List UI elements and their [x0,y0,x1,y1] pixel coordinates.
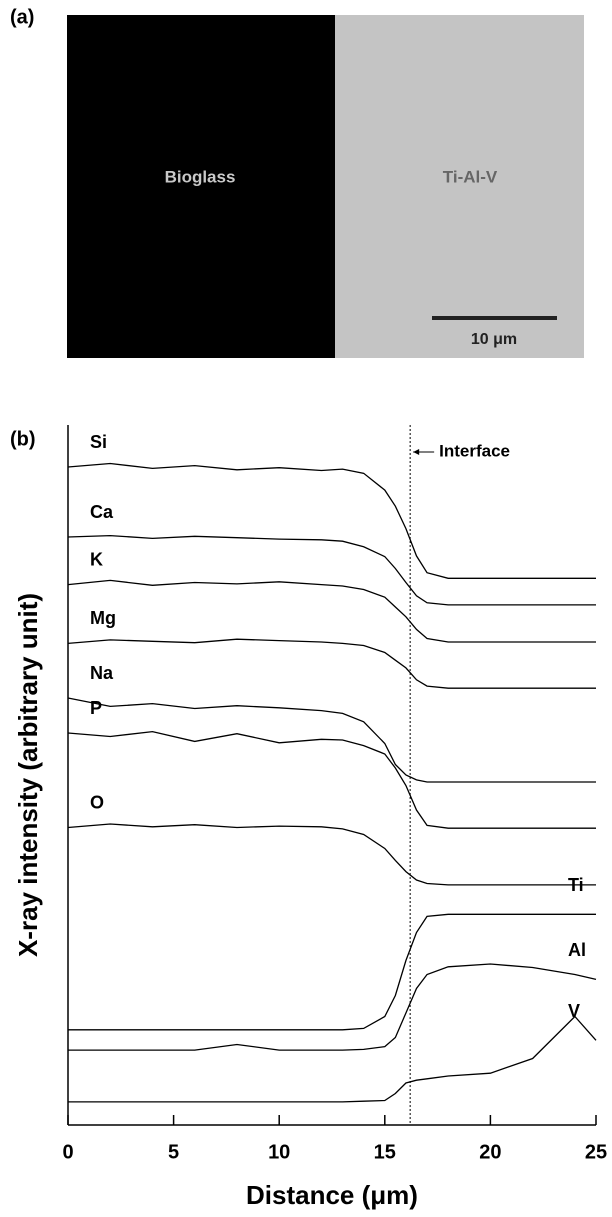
series-line [68,914,596,1030]
region-label: Ti-Al-V [443,167,498,186]
figure: (a) Bioglass Ti-Al-V 10 μm (b) 0 5 10 15 20 25… [0,0,612,1212]
x-tick-label: 15 [374,1141,396,1163]
series-label: Ti [568,875,584,895]
panel-label: (a) [10,6,34,28]
series-label: Al [568,940,586,960]
series-label: V [568,1001,580,1021]
line-chart: (b) 0 5 10 15 20 25 Distance (μm) X-ray intensit… [10,425,607,1210]
annotation: Interface [439,441,510,460]
series-label: Ca [90,502,114,522]
region-label: Bioglass [165,167,236,186]
series-line [68,464,596,579]
x-axis-label: Distance (μm) [246,1180,418,1210]
series-label: P [90,698,102,718]
series-line [68,536,596,605]
x-tick-label: 10 [268,1141,290,1163]
series-line [68,964,596,1050]
panel-label: (b) [10,428,36,450]
series-line [68,824,596,885]
series-label: Mg [90,608,116,628]
series-label: Si [90,432,107,452]
series-label: Na [90,663,114,683]
series-label: O [90,792,104,812]
arrow-head [413,449,419,455]
series-line [68,639,596,688]
series-label: K [90,549,103,569]
scale-bar-label: 10 μm [471,331,517,348]
series-line [68,580,596,642]
series-line [68,732,596,829]
x-tick-label: 20 [479,1141,501,1163]
x-tick-label: 25 [585,1141,607,1163]
y-axis-label: X-ray intensity (arbitrary unit) [13,593,43,957]
bioglass-region [67,15,335,358]
alloy-region [335,15,584,358]
x-tick-label: 0 [62,1141,73,1163]
x-tick-label: 5 [168,1141,179,1163]
